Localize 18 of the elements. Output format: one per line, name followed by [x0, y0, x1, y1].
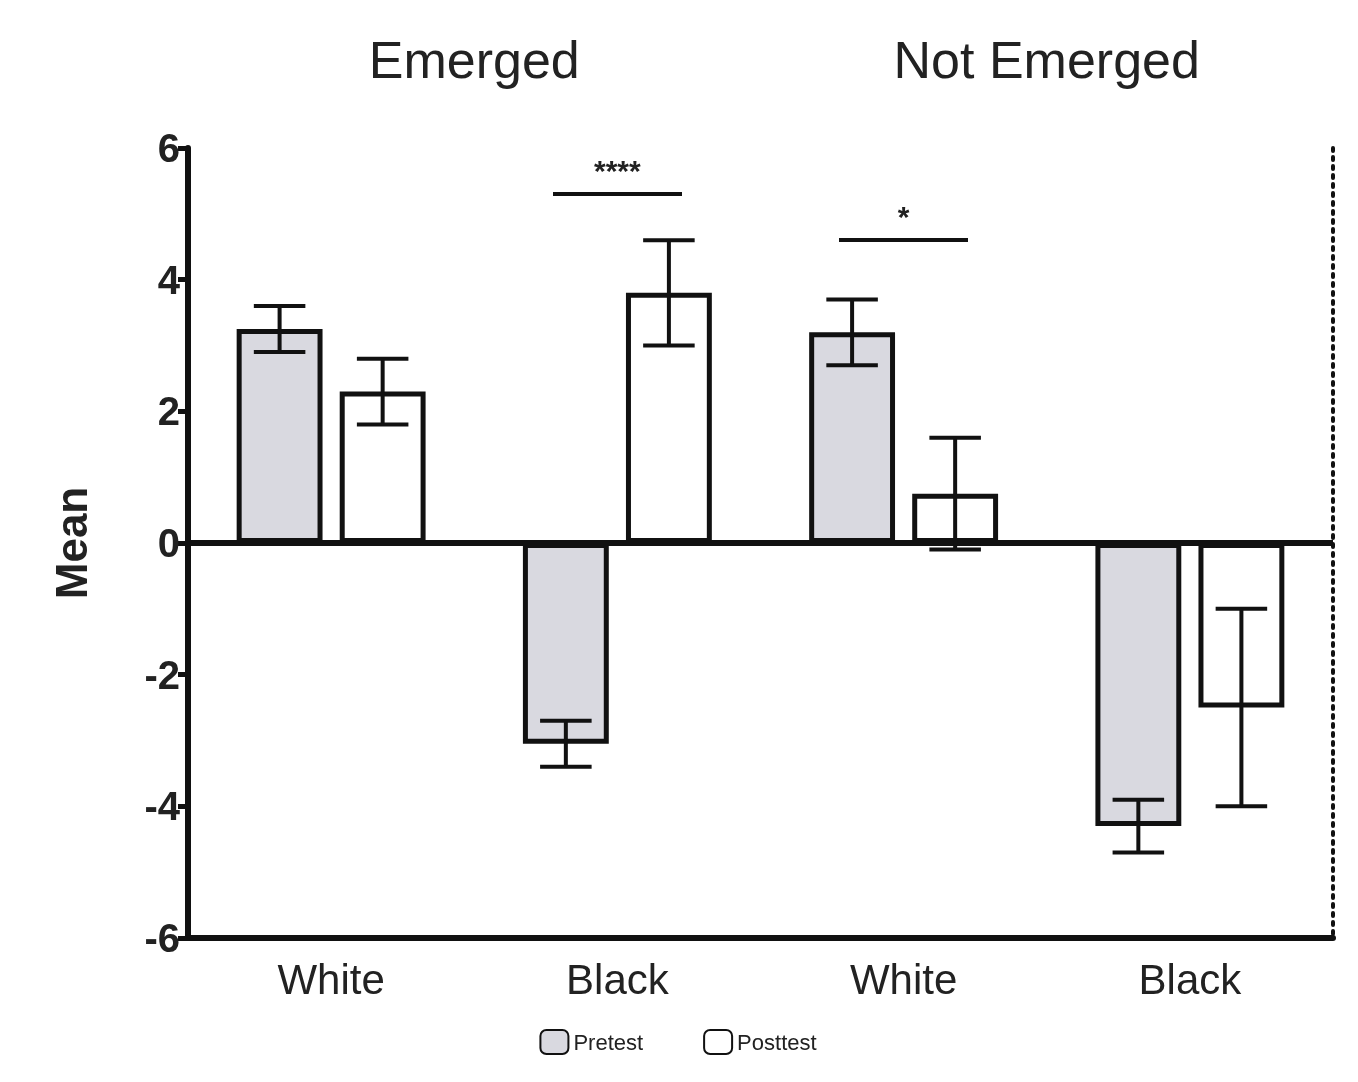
y-tick-label: 0: [157, 521, 180, 565]
y-tick-label: -2: [144, 652, 180, 697]
x-tick-label: Black: [1138, 955, 1243, 1003]
legend-label: Posttest: [737, 1029, 817, 1055]
annotation: *: [896, 200, 911, 235]
x-tick-label: White: [277, 955, 385, 1003]
y-axis-title: Mean: [46, 486, 96, 600]
text: Not Emerged: [892, 30, 1201, 90]
x-tick-label: White: [849, 955, 958, 1003]
annotation: ****: [593, 154, 642, 189]
y-tick-label: 2: [157, 389, 180, 434]
y-tick-label: -6: [144, 916, 180, 960]
y-tick-label: 6: [157, 126, 180, 170]
x-tick-label: Black: [566, 955, 670, 1003]
y-tick-label: -4: [144, 784, 181, 829]
text: Emerged: [367, 30, 581, 90]
legend-label: Pretest: [573, 1029, 644, 1055]
y-tick-label: 4: [157, 257, 181, 302]
